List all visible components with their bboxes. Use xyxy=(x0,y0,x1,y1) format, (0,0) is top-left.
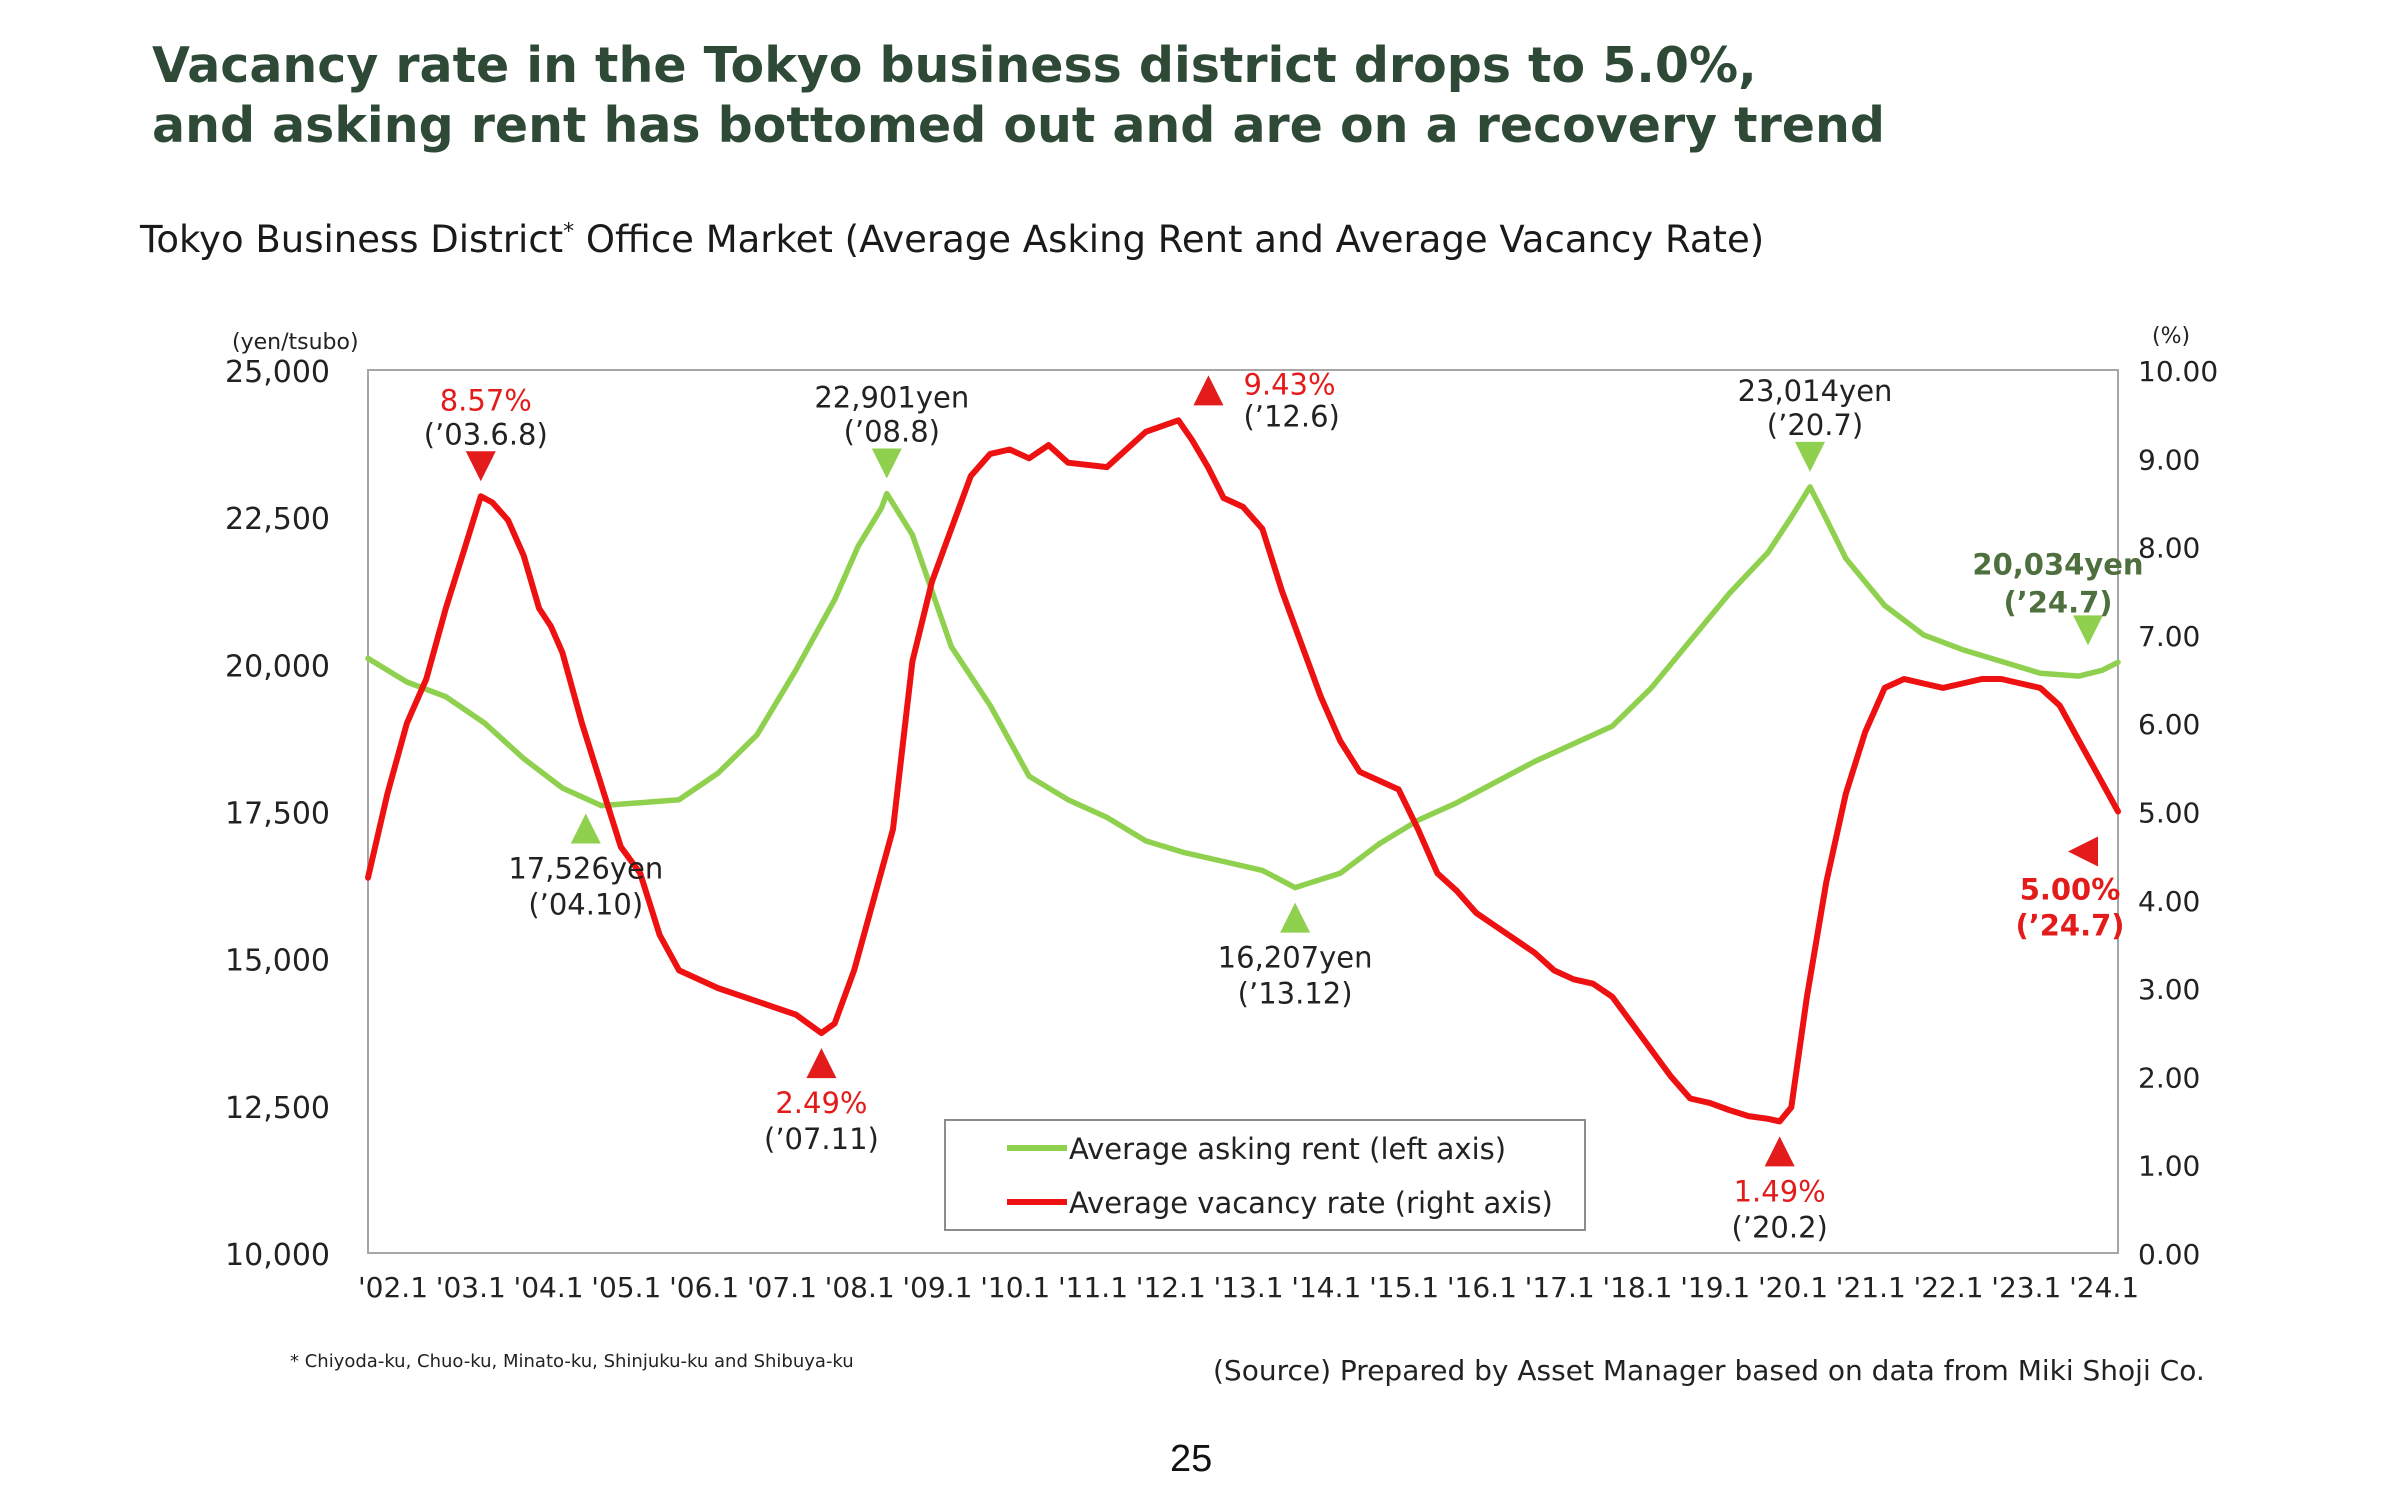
x-axis-tick-label: '02.1 xyxy=(358,1271,428,1304)
subtitle-rest: Office Market (Average Asking Rent and A… xyxy=(574,218,1765,261)
office-market-chart: 10,000 12,500 15,000 17,500 20,000 22,500 25,0… xyxy=(225,324,2218,1304)
annotation-value: 9.43% xyxy=(1243,367,1335,401)
annotation-date: (’13.12) xyxy=(1238,977,1353,1011)
x-axis-tick-label: '21.1 xyxy=(1836,1271,1906,1304)
annotation-marker-triangle xyxy=(1193,375,1224,406)
right-axis-tick-label: 6.00 xyxy=(2138,708,2200,741)
annotation-marker-triangle xyxy=(1795,441,1825,472)
x-axis-tick-label: '16.1 xyxy=(1447,1271,1517,1304)
annotation-value: 2.49% xyxy=(775,1086,867,1120)
annotation-marker-triangle xyxy=(1280,902,1311,933)
subtitle-text: Tokyo Business District xyxy=(140,218,564,261)
x-axis-tick-label: '06.1 xyxy=(669,1271,739,1304)
left-axis-tick-label: 20,000 xyxy=(225,649,330,684)
annotation-value: 16,207yen xyxy=(1218,941,1373,975)
x-axis-tick-label: '11.1 xyxy=(1058,1271,1128,1304)
right-axis-tick-label: 7.00 xyxy=(2138,620,2200,653)
vacancy-rate-line xyxy=(365,417,2121,1125)
annotation-marker-triangle xyxy=(1764,1136,1795,1167)
legend-box xyxy=(944,1119,1586,1231)
annotation-date: (’08.8) xyxy=(844,415,940,449)
x-axis-tick-label: '17.1 xyxy=(1525,1271,1595,1304)
x-axis-tick-label: '03.1 xyxy=(436,1271,506,1304)
annotation-value: 23,014yen xyxy=(1738,374,1893,408)
x-axis-tick-label: '22.1 xyxy=(1914,1271,1984,1304)
right-axis-tick-label: 4.00 xyxy=(2138,885,2200,918)
legend-label-vacancy: Average vacancy rate (right axis) xyxy=(1069,1186,1553,1220)
annotation-marker-triangle xyxy=(2068,836,2098,867)
annotation-value: 1.49% xyxy=(1734,1174,1826,1208)
legend-label-rent: Average asking rent (left axis) xyxy=(1069,1132,1506,1166)
left-axis-tick-label: 10,000 xyxy=(225,1238,330,1273)
annotation-date: (’04.10) xyxy=(528,888,643,922)
headline: Vacancy rate in the Tokyo business distr… xyxy=(152,36,2252,156)
annotation-value: 5.00% xyxy=(2020,873,2121,907)
x-axis-tick-label: '13.1 xyxy=(1214,1271,1284,1304)
annotation-marker-triangle xyxy=(570,813,601,844)
page-number: 25 xyxy=(1170,1438,1213,1480)
annotation-marker-triangle xyxy=(2073,615,2103,646)
subtitle-asterisk: * xyxy=(563,219,575,245)
chart-subtitle: Tokyo Business District* Office Market (… xyxy=(140,218,1764,261)
right-axis-tick-label: 8.00 xyxy=(2138,532,2200,565)
annotation-marker-triangle xyxy=(871,448,902,479)
x-axis-tick-label: '08.1 xyxy=(825,1271,895,1304)
annotation-value: 22,901yen xyxy=(814,381,969,415)
x-axis-tick-label: '23.1 xyxy=(1991,1271,2061,1304)
left-axis-tick-label: 17,500 xyxy=(225,797,330,832)
x-axis-tick-label: '10.1 xyxy=(980,1271,1050,1304)
x-axis-tick-label: '09.1 xyxy=(902,1271,972,1304)
left-axis-tick-label: 22,500 xyxy=(225,502,330,537)
annotation-date: (’20.2) xyxy=(1731,1210,1827,1244)
headline-line-1: Vacancy rate in the Tokyo business distr… xyxy=(152,37,1757,94)
footnote: * Chiyoda-ku, Chuo-ku, Minato-ku, Shinju… xyxy=(290,1351,854,1372)
left-axis-tick-label: 12,500 xyxy=(225,1091,330,1126)
annotation-date: (’24.7) xyxy=(2003,585,2112,619)
x-axis-tick-label: '20.1 xyxy=(1758,1271,1828,1304)
headline-line-2: and asking rent has bottomed out and are… xyxy=(152,97,1885,154)
annotation-date: (’20.7) xyxy=(1767,408,1863,442)
annotation-value: 20,034yen xyxy=(1972,547,2143,581)
x-axis-tick-label: '18.1 xyxy=(1602,1271,1672,1304)
source-note: (Source) Prepared by Asset Manager based… xyxy=(1213,1354,2205,1387)
left-axis-tick-label: 25,000 xyxy=(225,355,330,390)
x-axis-tick-label: '05.1 xyxy=(591,1271,661,1304)
annotation-date: (’12.6) xyxy=(1243,399,1339,433)
right-axis-tick-label: 9.00 xyxy=(2138,443,2200,476)
annotation-date: (’03.6.8) xyxy=(424,417,548,451)
annotation-value: 8.57% xyxy=(440,383,532,417)
annotation-marker-triangle xyxy=(465,451,496,482)
left-axis-unit: (yen/tsubo) xyxy=(232,330,359,355)
x-axis-tick-label: '04.1 xyxy=(514,1271,584,1304)
x-axis-tick-label: '12.1 xyxy=(1136,1271,1206,1304)
right-axis-tick-label: 2.00 xyxy=(2138,1061,2200,1094)
right-axis-tick-label: 10.00 xyxy=(2138,355,2218,388)
x-axis-tick-label: '14.1 xyxy=(1291,1271,1361,1304)
annotation-date: (’24.7) xyxy=(2015,909,2124,943)
asking-rent-line xyxy=(365,484,2121,891)
annotation-marker-triangle xyxy=(806,1048,837,1079)
x-axis-tick-label: '15.1 xyxy=(1369,1271,1439,1304)
x-axis-tick-label: '24.1 xyxy=(2069,1271,2139,1304)
annotation-date: (’07.11) xyxy=(764,1122,879,1156)
right-axis-unit: (%) xyxy=(2152,324,2190,349)
x-axis-tick-label: '19.1 xyxy=(1680,1271,1750,1304)
left-axis-tick-label: 15,000 xyxy=(225,944,330,979)
right-axis-tick-label: 5.00 xyxy=(2138,797,2200,830)
x-axis-tick-label: '07.1 xyxy=(747,1271,817,1304)
right-axis-tick-label: 3.00 xyxy=(2138,973,2200,1006)
right-axis-tick-label: 0.00 xyxy=(2138,1238,2200,1271)
annotation-value: 17,526yen xyxy=(508,852,663,886)
right-axis-tick-label: 1.00 xyxy=(2138,1150,2200,1183)
